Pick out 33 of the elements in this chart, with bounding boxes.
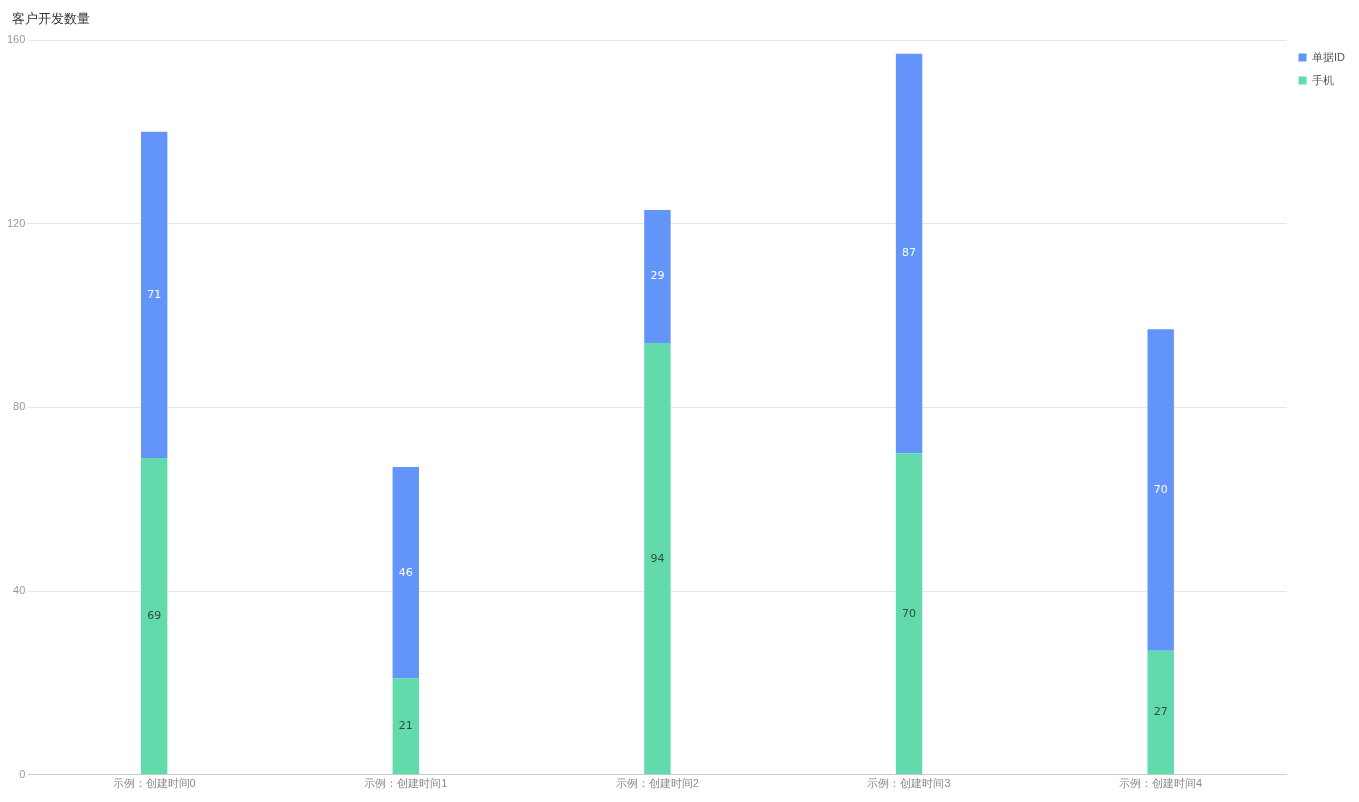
bar <box>644 209 671 344</box>
bar <box>1147 650 1174 775</box>
x-tick-label: 示例：创建时间3 <box>867 777 951 790</box>
data-label: 70 <box>902 606 917 620</box>
y-tick-label: 40 <box>13 584 26 597</box>
legend-label: 手机 <box>1312 73 1334 86</box>
bar <box>644 343 671 775</box>
x-tick-label: 示例：创建时间4 <box>1119 777 1203 790</box>
data-label: 69 <box>147 608 162 622</box>
data-label: 94 <box>650 551 665 565</box>
bar <box>140 457 168 775</box>
chart-title: 客户开发数量 <box>12 10 90 28</box>
data-label: 21 <box>398 719 413 733</box>
bar <box>140 131 168 458</box>
data-label: 70 <box>1153 482 1168 496</box>
x-tick-label: 示例：创建时间1 <box>364 777 448 790</box>
bar <box>895 453 923 775</box>
data-label: 29 <box>650 269 665 283</box>
legend-label: 单据ID <box>1312 50 1346 63</box>
y-tick-label: 160 <box>6 33 26 46</box>
bar <box>895 53 923 454</box>
x-tick-label: 示例：创建时间2 <box>615 777 699 790</box>
data-label: 87 <box>902 246 917 260</box>
bar <box>1147 329 1174 651</box>
data-label: 27 <box>1153 705 1168 719</box>
data-label: 46 <box>398 565 413 579</box>
bar <box>392 467 420 679</box>
x-tick-label: 示例：创建时间0 <box>112 777 196 790</box>
y-tick-label: 80 <box>13 400 26 413</box>
y-tick-label: 0 <box>19 767 26 780</box>
data-label: 71 <box>147 287 162 301</box>
y-tick-label: 120 <box>6 216 26 229</box>
bar <box>392 678 420 775</box>
